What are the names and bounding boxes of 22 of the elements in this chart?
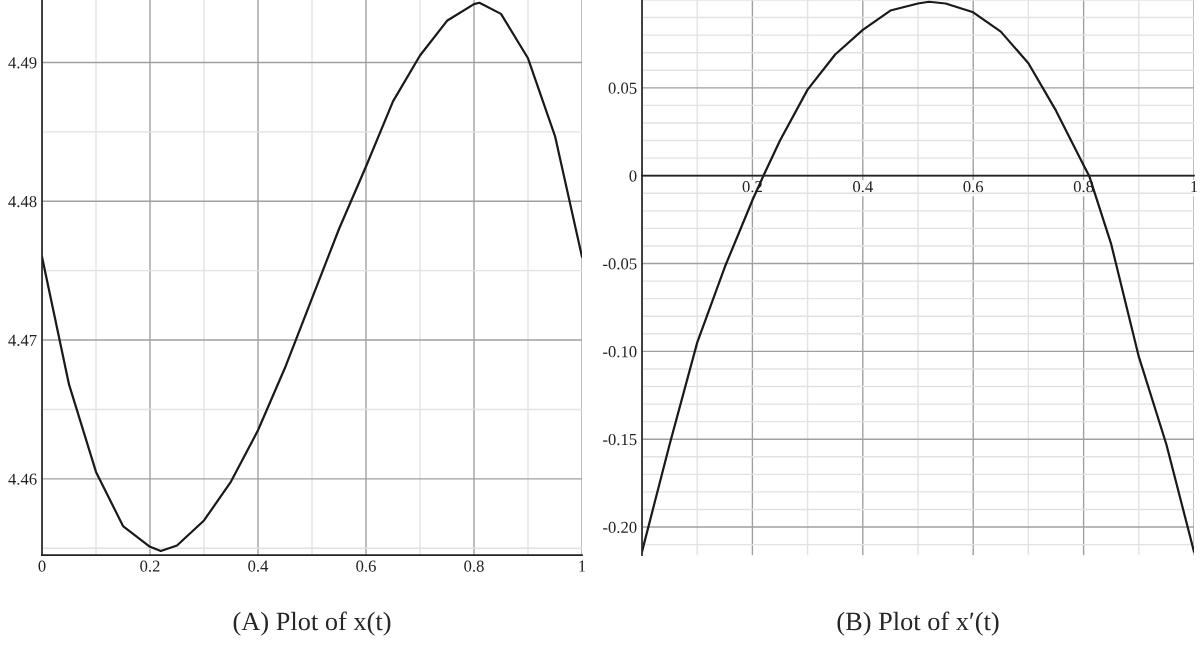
x-tick-label: 0.2 <box>140 560 160 572</box>
x-tick-label: 1 <box>1191 181 1198 193</box>
x-tick-label: 0 <box>38 560 46 572</box>
x-tick-label: 0.4 <box>248 560 269 572</box>
y-tick-label: 0 <box>629 170 637 182</box>
y-tick-label: -0.20 <box>603 521 637 534</box>
x-tick-label: 0.8 <box>464 560 484 572</box>
y-tick-label: -0.05 <box>603 258 637 270</box>
y-tick-label: 0.05 <box>608 82 637 94</box>
x-tick-label: 0.4 <box>853 181 873 193</box>
y-tick-label: -0.15 <box>603 433 637 446</box>
text: (B) Plot of x′(t) <box>837 611 999 636</box>
x-tick-label: 0.6 <box>963 181 984 193</box>
line-series <box>42 1 582 553</box>
y-tick-label: 4.49 <box>8 57 37 69</box>
y-tick-label: 4.47 <box>8 334 37 347</box>
y-tick-label: 4.46 <box>8 473 37 485</box>
y-tick-label: -0.10 <box>603 346 637 358</box>
x-tick-label: 0.6 <box>356 560 376 572</box>
x-tick-label: 1 <box>579 560 586 572</box>
text: (A) Plot of x(t) <box>233 611 391 636</box>
y-tick-label: 4.48 <box>8 195 37 208</box>
